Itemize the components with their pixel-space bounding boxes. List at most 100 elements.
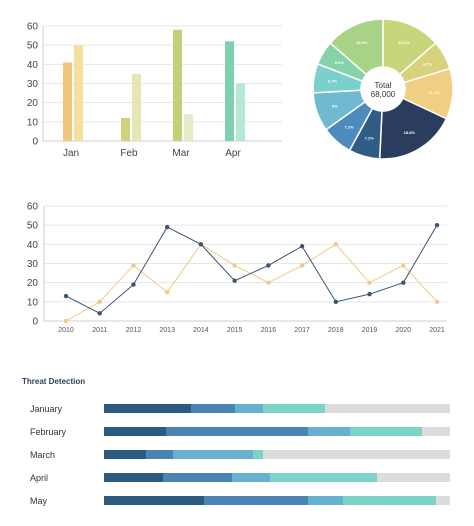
donut-hole — [361, 67, 405, 111]
y-tick-label: 60 — [27, 202, 39, 213]
threat-bar-segment — [104, 404, 191, 413]
data-point — [198, 242, 204, 247]
data-point — [266, 263, 271, 268]
threat-bar-segment — [263, 450, 450, 459]
threat-bar-segment — [232, 473, 271, 482]
data-point — [333, 299, 339, 305]
y-tick-label: 40 — [27, 60, 39, 71]
data-point — [434, 222, 440, 228]
x-tick-label: 2011 — [92, 327, 107, 334]
donut-center-value: 68,000 — [371, 90, 396, 99]
y-tick-label: 30 — [27, 79, 39, 90]
slice-label: 9% — [332, 103, 338, 108]
x-tick-label: Apr — [225, 148, 241, 159]
data-point — [63, 293, 69, 299]
x-tick-label: 2012 — [126, 327, 142, 334]
threat-row-label: March — [30, 450, 56, 460]
threat-row-label: February — [30, 427, 67, 437]
threat-stacked-bar — [104, 427, 450, 436]
threat-stacked-bar — [104, 404, 450, 413]
threat-stacked-bar — [104, 473, 450, 482]
threat-bar-segment — [308, 427, 350, 436]
threat-bar-segment — [252, 450, 264, 459]
threat-bar-segment — [162, 473, 232, 482]
threat-detection-title: Threat Detection — [22, 377, 86, 386]
x-tick-label: 2018 — [328, 327, 344, 334]
data-point — [367, 291, 372, 297]
threat-bar-segment — [422, 427, 450, 436]
threat-bar-segment — [145, 450, 174, 459]
y-tick-label: 20 — [27, 98, 39, 109]
data-point — [333, 242, 339, 247]
x-tick-label: 2019 — [362, 327, 378, 334]
threat-row: April — [0, 471, 474, 485]
slice-label: 13.6% — [356, 40, 368, 45]
threat-bar-segment — [270, 473, 378, 482]
data-point — [164, 224, 170, 230]
y-tick-label: 10 — [27, 297, 39, 308]
threat-row: May — [0, 494, 474, 508]
x-tick-label: 2013 — [159, 327, 175, 334]
y-tick-label: 50 — [27, 41, 39, 52]
data-point — [299, 244, 305, 249]
data-point — [63, 318, 69, 324]
x-tick-label: 2010 — [58, 327, 74, 334]
threat-bar-segment — [204, 496, 309, 505]
y-tick-label: 50 — [27, 221, 39, 232]
bar — [63, 62, 72, 141]
threat-bar-segment — [263, 404, 326, 413]
threat-bar-segment — [342, 496, 437, 505]
y-tick-label: 10 — [27, 117, 39, 128]
slice-label: 11.7% — [428, 90, 440, 95]
y-tick-label: 30 — [27, 259, 39, 270]
slice-label: 7.2% — [345, 125, 355, 130]
x-tick-label: 2021 — [429, 327, 445, 334]
bar — [132, 73, 141, 141]
x-tick-label: 2014 — [193, 327, 209, 334]
bar — [121, 118, 130, 141]
bar — [173, 29, 182, 141]
data-point — [266, 280, 271, 285]
threat-row-label: April — [30, 473, 49, 483]
data-point — [401, 280, 406, 285]
threat-row: January — [0, 402, 474, 416]
y-tick-label: 60 — [27, 22, 39, 33]
slice-label: 5.6% — [335, 60, 345, 65]
y-tick-label: 0 — [32, 137, 38, 148]
data-point — [232, 263, 237, 268]
x-tick-label: 2017 — [294, 327, 310, 334]
slice-label: 13.6% — [398, 40, 410, 45]
threat-bar-segment — [308, 496, 343, 505]
data-point — [401, 263, 406, 268]
threat-bar-segment — [436, 496, 450, 505]
y-tick-label: 0 — [32, 317, 38, 328]
x-tick-label: 2020 — [395, 327, 411, 334]
threat-row-label: January — [30, 404, 63, 414]
threat-bar-segment — [377, 473, 450, 482]
y-tick-label: 40 — [27, 240, 39, 251]
threat-stacked-bar — [104, 496, 450, 505]
x-tick-label: Feb — [120, 148, 138, 159]
data-point — [232, 278, 237, 283]
bar — [184, 114, 193, 141]
threat-bar-segment — [104, 427, 167, 436]
threat-bar-segment — [173, 450, 253, 459]
data-point — [131, 263, 136, 268]
donut-center-label: Total — [375, 81, 392, 90]
threat-stacked-bar — [104, 450, 450, 459]
x-tick-label: 2015 — [227, 327, 243, 334]
threat-bar-segment — [166, 427, 309, 436]
x-tick-label: 2016 — [261, 327, 277, 334]
threat-row: February — [0, 425, 474, 439]
data-point — [97, 299, 102, 305]
series-line — [65, 243, 438, 322]
y-tick-label: 20 — [27, 278, 39, 289]
slice-label: 6.7% — [423, 62, 433, 67]
data-point — [97, 311, 102, 316]
threat-row: March — [0, 448, 474, 462]
series-line — [65, 224, 438, 314]
threat-bar-segment — [235, 404, 264, 413]
x-tick-label: Mar — [172, 148, 190, 159]
